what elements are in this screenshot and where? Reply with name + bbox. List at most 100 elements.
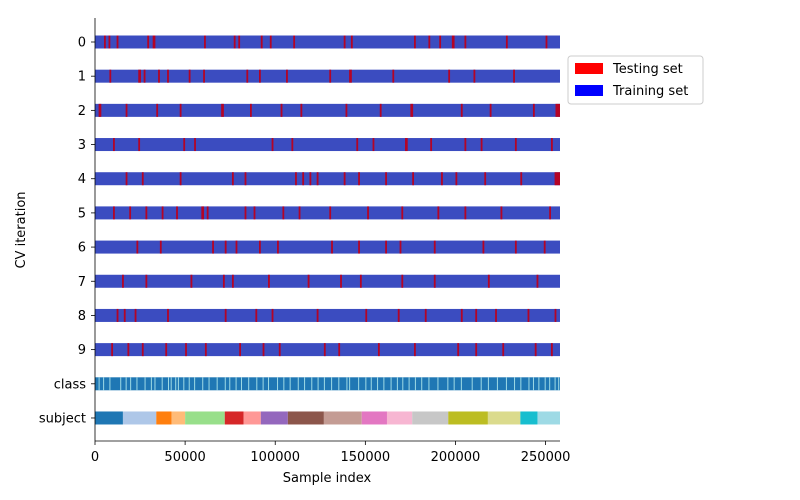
class-row-mark (216, 377, 218, 391)
cv-row-0-test-segment (152, 35, 156, 49)
legend-swatch-training (575, 85, 603, 96)
cv-row-5-test-segment (464, 206, 467, 220)
cv-row-9-test-segment (338, 343, 341, 357)
cv-row-9-test-segment (165, 343, 168, 357)
class-row-mark (248, 377, 250, 391)
cv-row-6-test-segment (543, 240, 546, 254)
class-row-mark (229, 377, 231, 391)
class-row-mark (202, 377, 204, 391)
cv-row-4-test-segment (385, 172, 387, 186)
y-axis-ticks: 0 1 2 3 4 5 6 7 8 9 class subject (39, 36, 95, 426)
subject-segment (122, 411, 157, 425)
class-row-mark (383, 377, 385, 391)
cv-row-1-test-segment (259, 69, 261, 83)
y-tick-label: 5 (78, 206, 86, 221)
cv-row-0-test-segment (350, 35, 353, 49)
cv-row-0-test-segment (116, 35, 119, 49)
cv-row-5-test-segment (298, 206, 301, 220)
class-row-mark (277, 377, 279, 391)
cv-row-1-test-segment (203, 69, 205, 83)
cv-row-4-test-segment (484, 172, 487, 186)
subject-segment (171, 411, 186, 425)
cv-row-0-test-segment (545, 35, 548, 49)
class-row-mark (317, 377, 319, 391)
cv-row-8-test-segment (255, 308, 258, 322)
cv-row-1-test-segment (448, 69, 451, 83)
cv-row-0-test-segment (238, 35, 241, 49)
y-tick-label: subject (39, 411, 86, 426)
class-row-mark (136, 377, 138, 391)
cv-row-6-test-segment (159, 240, 162, 254)
cv-row-2-test-segment (460, 103, 463, 117)
cv-row-0-test-segment (428, 35, 431, 49)
class-row-mark (532, 377, 534, 391)
cv-row-6-test-segment (136, 240, 139, 254)
cv-row-7-test-segment (340, 274, 342, 288)
cv-row-8-test-segment (123, 308, 126, 322)
cv-row-6-test-segment (358, 240, 360, 254)
cv-row-9-test-segment (141, 343, 144, 357)
cv-row-3-test-segment (405, 138, 408, 152)
y-tick-label: 7 (78, 275, 86, 290)
class-row-mark (544, 377, 546, 391)
cv-row-2-test-segment (379, 103, 382, 117)
class-row-mark (370, 377, 372, 391)
cv-row-8-test-segment (554, 308, 557, 322)
subject-segment (260, 411, 288, 425)
cv-row-4-test-segment (231, 172, 234, 186)
cv-row-0-test-segment (439, 35, 442, 49)
cv-row-8-test-segment (460, 308, 463, 322)
class-row-bar (95, 377, 560, 391)
cv-row-1-test-segment (167, 69, 169, 83)
class-row-mark (304, 377, 306, 391)
class-row-mark (346, 377, 348, 391)
cv-row-0-test-segment (147, 35, 150, 49)
cv-row-2-test-segment (250, 103, 252, 117)
class-row-mark (505, 377, 507, 391)
cv-row-5-test-segment (145, 206, 148, 220)
class-row-mark (471, 377, 473, 391)
class-row-mark (528, 377, 530, 391)
cv-row-0-test-segment (204, 35, 206, 49)
cv-row-4-test-segment (455, 172, 458, 186)
cv-row-1-test-segment (138, 69, 141, 83)
cv-row-1-test-segment (158, 69, 160, 83)
cv-row-6-test-segment (482, 240, 485, 254)
subject-segment (185, 411, 225, 425)
x-tick-label: 250000 (521, 450, 571, 465)
cv-row-2-test-segment (280, 103, 283, 117)
cv-row-3-test-segment (194, 138, 196, 152)
cv-row-2-test-segment (156, 103, 159, 117)
class-row-mark (297, 377, 299, 391)
class-row-mark (154, 377, 156, 391)
cv-row-8-test-segment (475, 308, 478, 322)
cv-row-7-test-segment (487, 274, 490, 288)
class-row-mark (235, 377, 237, 391)
class-row-mark (538, 377, 540, 391)
class-row-mark (437, 377, 439, 391)
cv-row-7-test-segment (268, 274, 270, 288)
class-row-mark (170, 377, 172, 391)
class-row-mark (323, 377, 325, 391)
cv-row-5-test-segment (244, 206, 247, 220)
cv-row-2-test-segment (532, 103, 535, 117)
class-row-mark (520, 377, 522, 391)
cv-row-3-test-segment (464, 138, 467, 152)
class-row-mark (177, 377, 179, 391)
cv-row-9-test-segment (278, 343, 281, 357)
class-row-mark (144, 377, 146, 391)
cv-row-8-test-segment (271, 308, 274, 322)
cv-row-8-test-segment (167, 308, 169, 322)
class-row-mark (496, 377, 498, 391)
subject-segment (95, 411, 123, 425)
cv-row-1-test-segment (329, 69, 332, 83)
cv-row-4-test-segment (302, 172, 305, 186)
cv-row-0-test-segment (269, 35, 272, 49)
cv-row-7-test-segment (433, 274, 436, 288)
cv-row-9-test-segment (377, 343, 380, 357)
subject-segment (243, 411, 261, 425)
cv-row-6-test-segment (514, 240, 517, 254)
subject-segment (386, 411, 413, 425)
subject-segment (537, 411, 560, 425)
